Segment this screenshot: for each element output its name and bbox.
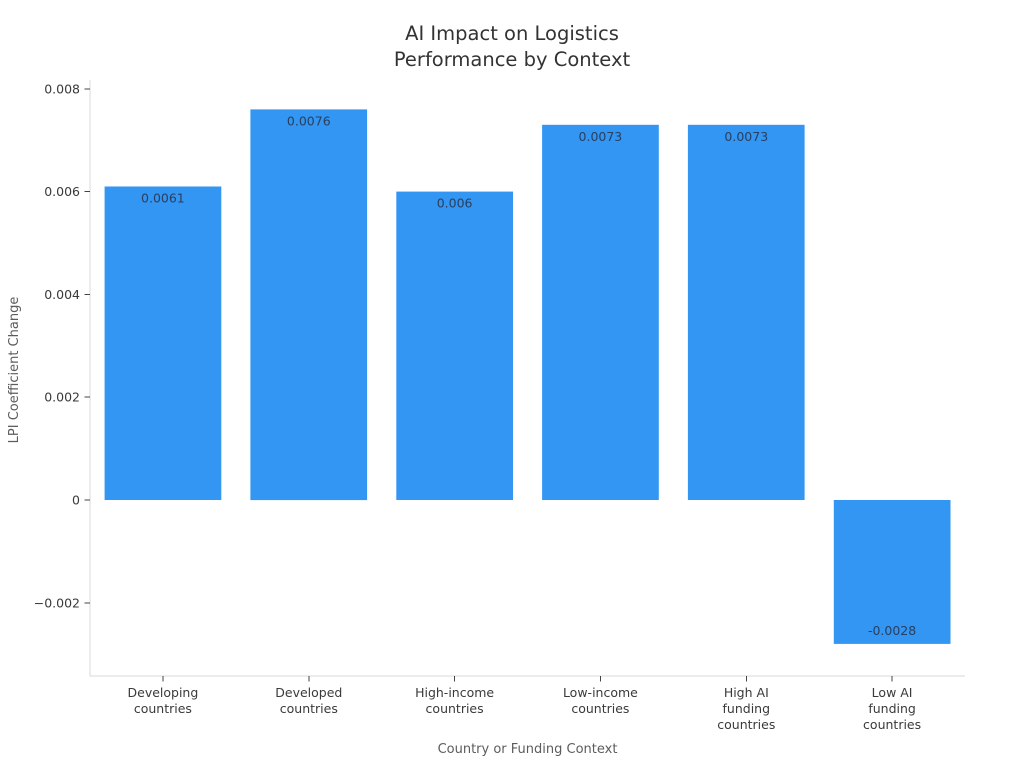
y-tick-label: 0.006 [44,184,80,199]
bar-value-label: 0.0073 [579,129,623,144]
x-axis-title: Country or Funding Context [437,742,618,757]
bar-developing-countries [104,186,222,500]
y-tick-label: −0.002 [34,595,80,610]
x-tick-label-low-ai-funding-countries: Low AI funding countries [863,685,921,732]
bar-high-income-countries [396,191,513,500]
y-tick-label: 0.004 [44,287,80,302]
bar-value-label: 0.006 [437,196,473,211]
y-tick-label: 0 [72,493,80,508]
y-tick-label: 0.008 [44,81,80,96]
bar-value-label: -0.0028 [868,623,916,638]
x-tick-label-high-income-countries: High-income countries [415,685,494,716]
bar-value-label: 0.0061 [141,191,185,206]
x-tick-label-developing-countries: Developing countries [128,685,199,716]
chart-title-line-1: AI Impact on Logistics [405,22,619,45]
x-tick-label-low-income-countries: Low-income countries [563,685,638,716]
x-tick-label-developed-countries: Developed countries [275,685,342,716]
bar-value-label: 0.0073 [724,129,768,144]
chart-title: AI Impact on Logistics Performance by Co… [0,21,1024,73]
chart-title-line-2: Performance by Context [393,48,631,71]
x-tick-label-high-ai-funding-countries: High AI funding countries [717,685,775,732]
bar-developed-countries [250,109,368,501]
bar-low-ai-funding-countries [833,500,951,644]
bar-low-income-countries [542,124,659,501]
y-tick-label: 0.002 [44,390,80,405]
bar-value-label: 0.0076 [287,113,331,128]
bar-high-ai-funding-countries [687,124,805,501]
